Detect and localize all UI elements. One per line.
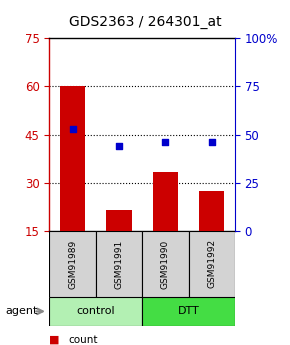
- Text: GSM91991: GSM91991: [114, 239, 124, 288]
- Bar: [153, 171, 178, 231]
- Text: DTT: DTT: [177, 306, 200, 316]
- Bar: [60, 86, 85, 231]
- Point: [209, 139, 214, 145]
- Text: ■: ■: [49, 335, 60, 345]
- Bar: [49, 231, 96, 297]
- Bar: [142, 231, 188, 297]
- Bar: [96, 231, 142, 297]
- Point: [117, 144, 121, 149]
- Text: count: count: [68, 335, 98, 345]
- Bar: [49, 297, 142, 326]
- Bar: [106, 210, 132, 231]
- Text: GDS2363 / 264301_at: GDS2363 / 264301_at: [69, 15, 221, 29]
- Text: agent: agent: [6, 306, 38, 316]
- Text: GSM91992: GSM91992: [207, 239, 216, 288]
- Point: [70, 126, 75, 131]
- Point: [163, 139, 168, 145]
- Text: GSM91990: GSM91990: [161, 239, 170, 288]
- Text: GSM91989: GSM91989: [68, 239, 77, 288]
- Bar: [199, 191, 224, 231]
- Bar: [142, 297, 235, 326]
- Bar: [188, 231, 235, 297]
- Text: control: control: [76, 306, 115, 316]
